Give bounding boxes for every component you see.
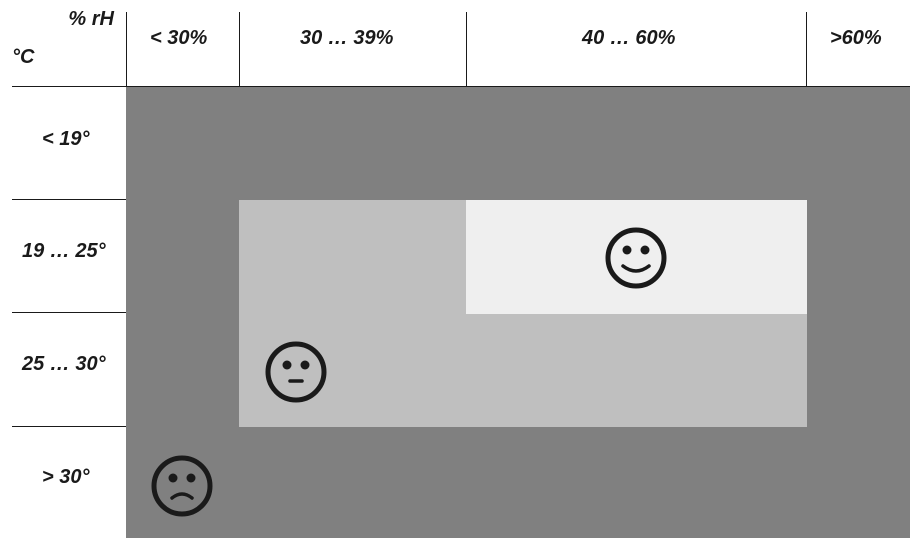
humidity-range-1: < 30% <box>150 27 208 49</box>
neutral-face-icon <box>265 341 327 403</box>
header-bottom-line <box>12 86 910 87</box>
header-divider-3 <box>466 12 467 87</box>
header-divider-1 <box>126 12 127 87</box>
temperature-range-3: 25 … 30° <box>22 353 106 375</box>
row-divider-1 <box>12 199 126 200</box>
temperature-range-4: > 30° <box>42 466 90 488</box>
header-divider-4 <box>806 12 807 87</box>
humidity-unit-label: % rH <box>68 8 114 30</box>
row-divider-2 <box>12 312 126 313</box>
temperature-range-2: 19 … 25° <box>22 240 106 262</box>
humidity-range-3: 40 … 60% <box>582 27 676 49</box>
comfortable-zone <box>466 200 807 314</box>
temperature-range-1: < 19° <box>42 128 90 150</box>
sad-face-icon <box>151 455 213 517</box>
header-divider-2 <box>239 12 240 87</box>
temperature-unit-label: °C <box>12 46 35 68</box>
happy-face-icon <box>605 227 667 289</box>
humidity-range-4: >60% <box>830 27 882 49</box>
row-divider-3 <box>12 426 126 427</box>
humidity-range-2: 30 … 39% <box>300 27 394 49</box>
